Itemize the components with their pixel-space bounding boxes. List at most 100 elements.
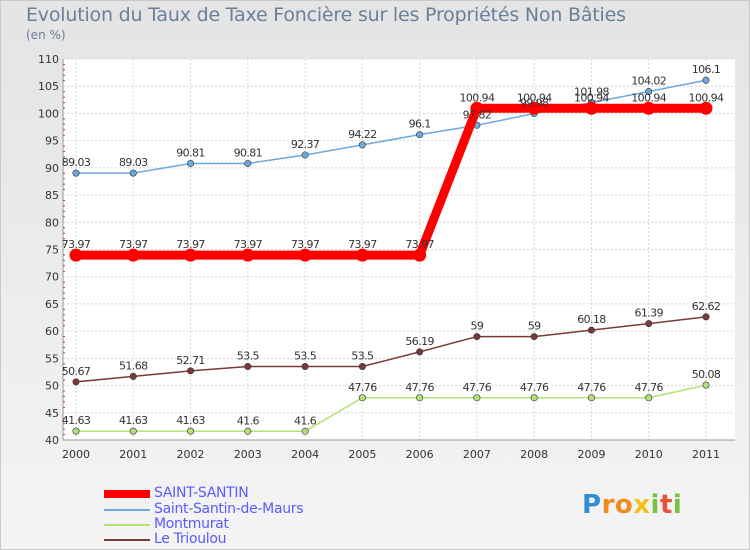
chart-title: Evolution du Taux de Taxe Foncière sur l… — [26, 4, 626, 26]
data-point-saint-santin — [69, 248, 83, 262]
y-tick-label: 65 — [45, 298, 59, 311]
legend-label: Montmurat — [154, 516, 229, 532]
data-point-saint-santin-de-maurs — [129, 169, 137, 177]
data-label-montmurat: 47.76 — [634, 381, 663, 394]
y-tick-label: 85 — [45, 189, 59, 202]
logo-letter: i — [650, 490, 660, 520]
x-tick-label: 2006 — [406, 448, 434, 461]
data-point-saint-santin-de-maurs — [244, 159, 252, 167]
x-tick-label: 2002 — [177, 448, 205, 461]
data-label-saint-santin-de-maurs: 101.98 — [574, 86, 609, 99]
data-label-montmurat: 41.63 — [119, 414, 148, 427]
legend-swatch-le-trioulou — [104, 539, 150, 541]
data-label-le-trioulou: 50.67 — [62, 365, 91, 378]
y-tick-label: 80 — [45, 216, 59, 229]
legend-label: SAINT-SANTIN — [154, 485, 249, 501]
series-line-montmurat — [75, 384, 707, 433]
data-point-montmurat — [358, 394, 366, 402]
y-tick-label: 50 — [45, 380, 59, 393]
logo-letter: P — [582, 490, 602, 520]
data-point-le-trioulou — [702, 313, 710, 321]
data-label-le-trioulou: 53.5 — [294, 350, 317, 363]
data-point-saint-santin-de-maurs — [187, 159, 195, 167]
x-tick-label: 2007 — [463, 448, 491, 461]
data-point-saint-santin-de-maurs — [358, 141, 366, 149]
data-point-le-trioulou — [473, 333, 481, 341]
x-tick-label: 2005 — [348, 448, 376, 461]
y-tick-label: 105 — [38, 80, 59, 93]
data-point-le-trioulou — [358, 363, 366, 371]
data-label-saint-santin-de-maurs: 106.1 — [692, 63, 721, 76]
data-label-le-trioulou: 53.5 — [237, 350, 260, 363]
data-label-le-trioulou: 59 — [471, 320, 484, 333]
data-label-le-trioulou: 53.5 — [351, 350, 374, 363]
logo-letter: t — [659, 490, 673, 520]
data-label-saint-santin-de-maurs: 89.03 — [62, 156, 91, 169]
data-point-montmurat — [416, 394, 424, 402]
data-point-montmurat — [129, 427, 137, 435]
data-point-saint-santin — [241, 248, 255, 262]
data-label-saint-santin-de-maurs: 94.22 — [348, 128, 377, 141]
x-tick-label: 2009 — [577, 448, 605, 461]
data-label-saint-santin: 73.97 — [348, 238, 377, 251]
y-unit-label: (en %) — [26, 28, 66, 42]
data-label-montmurat: 41.6 — [237, 414, 260, 427]
x-tick-label: 2001 — [119, 448, 147, 461]
data-label-saint-santin-de-maurs: 97.82 — [463, 108, 492, 121]
data-point-saint-santin-de-maurs — [301, 151, 309, 159]
x-tick-label: 2010 — [635, 448, 663, 461]
data-label-saint-santin-de-maurs: 104.02 — [631, 75, 666, 88]
legend-swatch-saint-santin-de-maurs — [104, 509, 150, 511]
legend-swatch-montmurat — [104, 524, 150, 526]
data-label-montmurat: 47.76 — [463, 381, 492, 394]
data-point-saint-santin-de-maurs — [72, 169, 80, 177]
data-point-saint-santin — [184, 248, 198, 262]
data-point-saint-santin-de-maurs — [645, 88, 653, 96]
data-label-saint-santin: 73.97 — [405, 238, 434, 251]
data-label-saint-santin-de-maurs: 89.03 — [119, 156, 148, 169]
logo-letter: r — [601, 490, 615, 520]
data-label-saint-santin: 73.97 — [291, 238, 320, 251]
data-label-le-trioulou: 59 — [528, 320, 541, 333]
series-line-le-trioulou — [75, 316, 707, 383]
y-tick-label: 60 — [45, 325, 59, 338]
y-tick-label: 110 — [38, 53, 59, 66]
data-label-le-trioulou: 62.62 — [692, 300, 721, 313]
y-tick-label: 55 — [45, 352, 59, 365]
data-point-le-trioulou — [187, 367, 195, 375]
data-label-saint-santin-de-maurs: 90.81 — [176, 146, 205, 159]
data-point-le-trioulou — [416, 348, 424, 356]
legend-swatch-saint-santin — [104, 490, 150, 498]
data-label-le-trioulou: 61.39 — [634, 307, 663, 320]
proxiti-logo: Proxiti — [582, 490, 682, 520]
data-point-saint-santin — [413, 248, 427, 262]
data-label-le-trioulou: 51.68 — [119, 359, 148, 372]
data-label-saint-santin: 73.97 — [119, 238, 148, 251]
data-point-le-trioulou — [244, 363, 252, 371]
data-label-saint-santin: 100.94 — [517, 91, 552, 104]
data-point-le-trioulou — [530, 333, 538, 341]
data-label-saint-santin: 73.97 — [62, 238, 91, 251]
data-point-le-trioulou — [72, 378, 80, 386]
data-point-montmurat — [645, 394, 653, 402]
data-point-le-trioulou — [129, 372, 137, 380]
data-label-montmurat: 41.63 — [62, 414, 91, 427]
data-point-montmurat — [587, 394, 595, 402]
data-point-le-trioulou — [301, 363, 309, 371]
data-point-saint-santin — [584, 101, 598, 115]
x-tick-label: 2003 — [234, 448, 262, 461]
data-point-saint-santin — [527, 101, 541, 115]
data-label-saint-santin: 100.94 — [459, 91, 494, 104]
data-label-saint-santin: 100.94 — [574, 91, 609, 104]
data-point-montmurat — [244, 427, 252, 435]
data-point-montmurat — [301, 427, 309, 435]
data-point-montmurat — [72, 427, 80, 435]
data-point-saint-santin — [642, 101, 656, 115]
x-tick-label: 2011 — [692, 448, 720, 461]
data-label-saint-santin-de-maurs: 96.1 — [409, 118, 431, 131]
y-tick-label: 95 — [45, 135, 59, 148]
data-label-montmurat: 47.76 — [520, 381, 549, 394]
data-label-montmurat: 47.76 — [405, 381, 434, 394]
data-point-saint-santin-de-maurs — [416, 131, 424, 139]
